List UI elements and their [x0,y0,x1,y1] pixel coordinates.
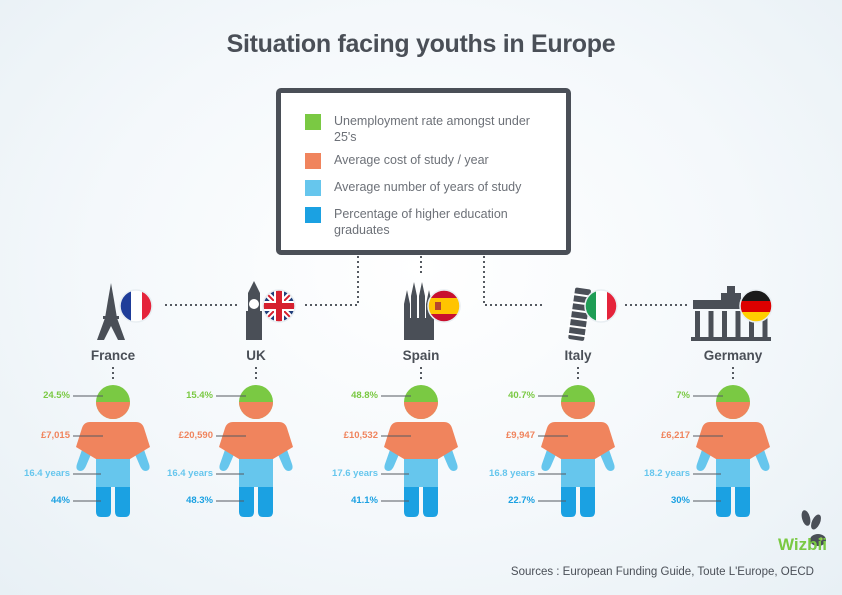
years-label: 16.8 years [489,468,535,479]
landmark-uk [246,281,296,340]
graduates-legs [96,486,111,517]
germany-flag-icon [740,290,772,322]
legend-swatch [305,207,321,223]
cost-label: £7,015 [40,430,70,441]
graduates-legs [404,486,419,517]
head-lower [239,402,273,419]
country-name: France [90,348,136,363]
head-lower [96,402,130,419]
graduates-legs [115,486,130,517]
graduates-label: 44% [50,495,70,506]
spain-flag-icon [428,290,460,322]
eiffel-tower-icon [97,283,125,340]
landmark-germany [691,286,773,341]
legend-item: Average number of years of study [305,179,549,196]
years-label: 16.4 years [24,468,70,479]
france-flag-icon [120,290,152,322]
cost-label: £20,590 [178,430,213,441]
legend-item: Average cost of study / year [305,152,549,169]
brandenburg-gate-icon [691,286,771,341]
person-figure-italy [538,367,615,517]
landmark-france [97,283,153,340]
cost-torso [541,422,615,459]
graduates-legs [258,486,273,517]
person-figure-france [73,367,150,517]
graduates-legs [580,486,595,517]
graduates-label: 41.1% [351,495,378,506]
legend-swatch [305,180,321,196]
legend-swatch [305,153,321,169]
cost-torso [219,422,293,459]
graduates-legs [735,486,750,517]
landmark-italy [566,287,618,341]
unemployment-label: 24.5% [43,390,70,401]
years-hips [239,456,273,487]
graduates-legs [239,486,254,517]
graduates-label: 30% [670,495,690,506]
years-hips [404,456,438,487]
person-figure-spain [381,367,458,517]
graduates-legs [716,486,731,517]
country-name: UK [246,348,266,363]
years-label: 16.4 years [167,468,213,479]
country-name: Germany [703,348,763,363]
person-figure-uk [216,367,293,517]
italy-flag-icon [585,290,617,322]
unemployment-label: 40.7% [508,390,535,401]
cost-label: £10,532 [343,430,378,441]
cost-label: £9,947 [505,430,535,441]
chart-title: Situation facing youths in Europe [226,30,616,58]
cost-label: £6,217 [660,430,690,441]
legend-item: Percentage of higher education graduates [305,206,549,238]
years-hips [561,456,595,487]
legend-item: Unemployment rate amongst under 25's [305,113,549,145]
head-lower [561,402,595,419]
landmark-spain [404,282,461,340]
legend-label: Unemployment rate amongst under 25's [334,114,530,144]
years-hips [96,456,130,487]
legend-box: Unemployment rate amongst under 25's Ave… [276,88,571,255]
graduates-label: 48.3% [186,495,213,506]
head-lower [716,402,750,419]
graduates-label: 22.7% [508,495,535,506]
country-name: Spain [402,348,440,363]
cost-torso [696,422,770,459]
unemployment-label: 48.8% [351,390,378,401]
sagrada-familia-icon [404,282,434,340]
country-name: Italy [564,348,592,363]
svg-text:Wizbii: Wizbii [778,535,827,554]
sources-text: Sources : European Funding Guide, Toute … [510,566,814,578]
unemployment-label: 7% [676,390,690,401]
legend-label: Average cost of study / year [334,153,489,167]
years-label: 17.6 years [332,468,378,479]
cost-torso [76,422,150,459]
wizbii-logo: Wizbii [778,510,827,554]
head-lower [404,402,438,419]
connector-lines [165,251,690,306]
uk-flag-icon [263,290,295,322]
person-figure-germany [693,367,770,517]
graduates-legs [423,486,438,517]
years-hips [716,456,750,487]
legend-label: Average number of years of study [334,180,522,194]
graduates-legs [561,486,576,517]
legend-label: Percentage of higher education graduates [334,207,508,237]
years-label: 18.2 years [644,468,690,479]
cost-torso [384,422,458,459]
legend-swatch [305,114,321,130]
unemployment-label: 15.4% [186,390,213,401]
